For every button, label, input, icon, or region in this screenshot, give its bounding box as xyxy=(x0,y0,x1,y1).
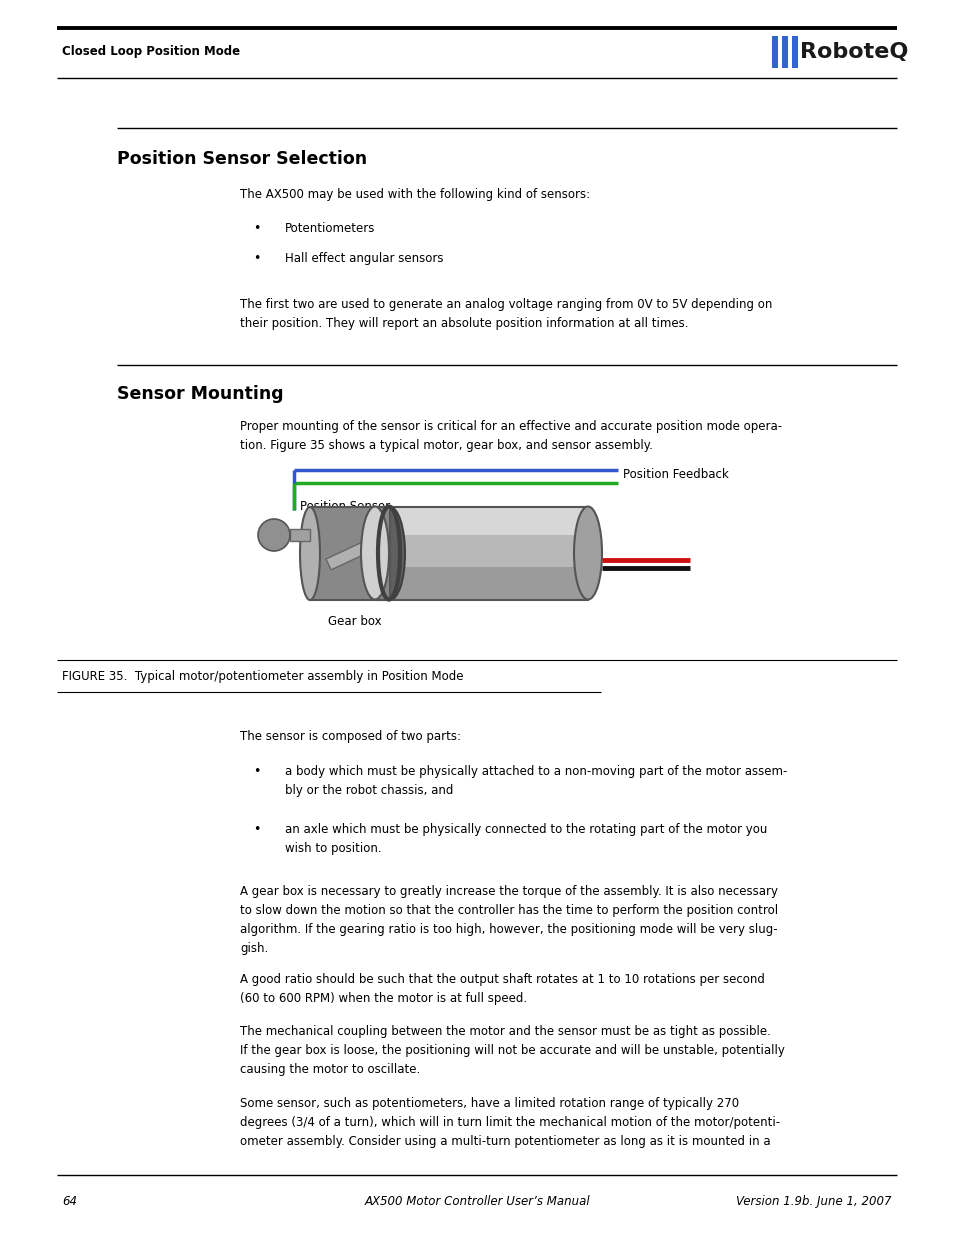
Bar xyxy=(375,508,587,600)
Bar xyxy=(375,567,587,600)
Text: Hall effect angular sensors: Hall effect angular sensors xyxy=(285,252,443,266)
Text: Position Sensor: Position Sensor xyxy=(299,500,390,513)
Text: Position Sensor Selection: Position Sensor Selection xyxy=(117,149,367,168)
Bar xyxy=(375,508,587,535)
Text: AX500 Motor Controller User’s Manual: AX500 Motor Controller User’s Manual xyxy=(364,1195,589,1208)
Text: Sensor Mounting: Sensor Mounting xyxy=(117,385,283,403)
Ellipse shape xyxy=(375,508,405,600)
Text: Some sensor, such as potentiometers, have a limited rotation range of typically : Some sensor, such as potentiometers, hav… xyxy=(240,1097,780,1149)
Text: Potentiometers: Potentiometers xyxy=(285,222,375,235)
Text: Proper mounting of the sensor is critical for an effective and accurate position: Proper mounting of the sensor is critica… xyxy=(240,420,781,452)
Text: Version 1.9b. June 1, 2007: Version 1.9b. June 1, 2007 xyxy=(736,1195,891,1208)
Bar xyxy=(310,508,390,600)
Text: Position Feedback: Position Feedback xyxy=(622,468,728,482)
Bar xyxy=(326,541,371,569)
Bar xyxy=(771,36,778,68)
Bar xyxy=(290,529,310,541)
Text: A good ratio should be such that the output shaft rotates at 1 to 10 rotations p: A good ratio should be such that the out… xyxy=(240,973,764,1005)
Ellipse shape xyxy=(574,506,601,599)
Bar xyxy=(781,36,787,68)
Text: FIGURE 35.  Typical motor/potentiometer assembly in Position Mode: FIGURE 35. Typical motor/potentiometer a… xyxy=(62,671,463,683)
Text: •: • xyxy=(253,252,260,266)
Ellipse shape xyxy=(257,519,290,551)
Text: The sensor is composed of two parts:: The sensor is composed of two parts: xyxy=(240,730,460,743)
Text: Gear box: Gear box xyxy=(328,615,381,629)
Text: The first two are used to generate an analog voltage ranging from 0V to 5V depen: The first two are used to generate an an… xyxy=(240,298,772,330)
Text: 64: 64 xyxy=(62,1195,77,1208)
Text: •: • xyxy=(253,823,260,836)
Bar xyxy=(791,36,797,68)
Ellipse shape xyxy=(360,506,389,599)
Ellipse shape xyxy=(299,508,319,600)
Text: •: • xyxy=(253,222,260,235)
Text: an axle which must be physically connected to the rotating part of the motor you: an axle which must be physically connect… xyxy=(285,823,766,855)
Text: a body which must be physically attached to a non-moving part of the motor assem: a body which must be physically attached… xyxy=(285,764,786,797)
Bar xyxy=(375,508,587,600)
Text: Closed Loop Position Mode: Closed Loop Position Mode xyxy=(62,46,240,58)
Text: The mechanical coupling between the motor and the sensor must be as tight as pos: The mechanical coupling between the moto… xyxy=(240,1025,784,1076)
Text: RoboteQ: RoboteQ xyxy=(800,42,907,62)
Text: The AX500 may be used with the following kind of sensors:: The AX500 may be used with the following… xyxy=(240,188,590,201)
Text: •: • xyxy=(253,764,260,778)
Text: A gear box is necessary to greatly increase the torque of the assembly. It is al: A gear box is necessary to greatly incre… xyxy=(240,885,778,955)
